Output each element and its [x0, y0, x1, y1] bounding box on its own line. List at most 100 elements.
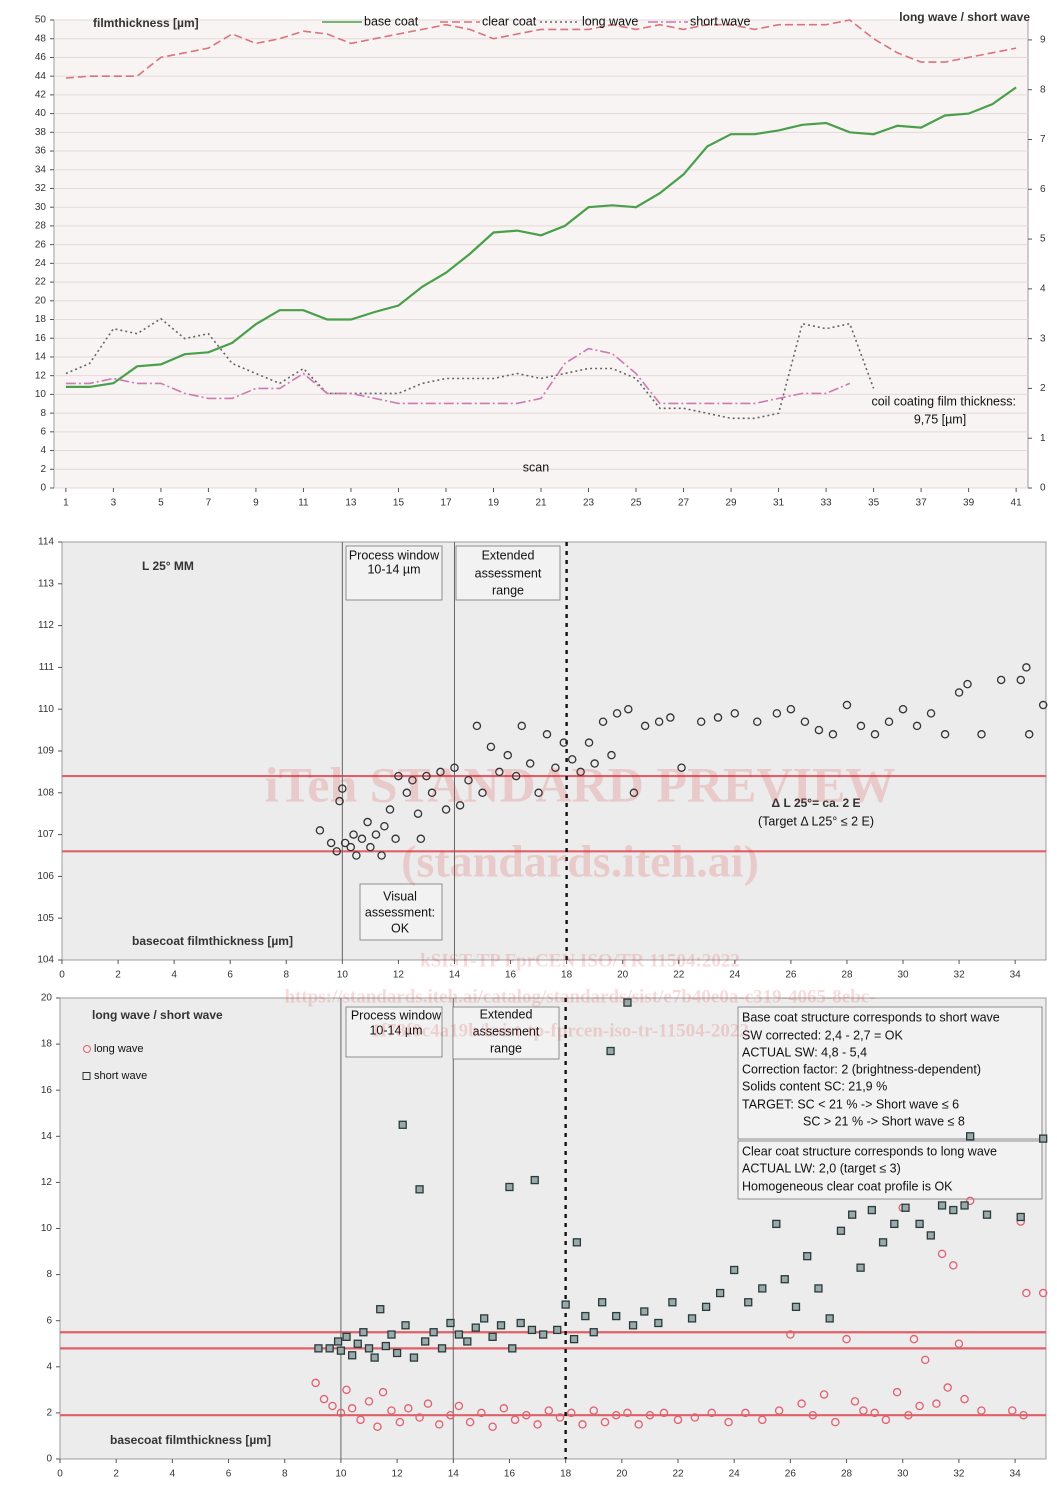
point	[758, 1284, 767, 1293]
y-tick-label: 22	[35, 277, 47, 288]
point	[416, 834, 426, 844]
legend-marker	[82, 1072, 91, 1080]
point	[612, 1311, 621, 1321]
point	[600, 1417, 610, 1427]
point	[381, 1341, 391, 1351]
x-tick-label: 34	[1010, 1469, 1022, 1480]
point	[640, 1307, 649, 1316]
point	[701, 1302, 711, 1312]
x-tick-label: 14	[448, 1469, 460, 1480]
y-tick-label: 10	[41, 1223, 53, 1234]
point	[450, 763, 459, 772]
point	[488, 1332, 497, 1341]
point	[960, 1201, 969, 1210]
watermark: kSIST-TP FprCEN ISO/TR 11504:2022	[420, 950, 740, 971]
x-tick-label: 24	[729, 970, 741, 981]
x-tick-label: 20	[616, 1469, 628, 1480]
point	[937, 1201, 947, 1210]
x-tick-label: 27	[678, 498, 690, 509]
point	[856, 721, 866, 731]
point	[533, 1420, 542, 1429]
annotation: L 25° MM	[142, 559, 194, 573]
annotation: 10-14 µm	[367, 562, 420, 576]
point	[503, 750, 512, 760]
point	[1016, 1212, 1025, 1222]
point	[572, 1238, 582, 1247]
point	[842, 700, 852, 710]
point	[319, 1394, 329, 1404]
y-tick-label: 20	[41, 993, 53, 1004]
annotation: SW corrected: 2,4 - 2,7 = OK	[742, 1028, 903, 1042]
point	[659, 1408, 669, 1418]
point	[567, 1408, 576, 1418]
x-tick-label: 28	[841, 970, 853, 981]
text-box	[737, 1006, 1043, 1140]
point	[867, 1205, 876, 1215]
y-tick-label: 6	[46, 1315, 52, 1326]
point	[741, 1408, 750, 1418]
x-tick-label: 18	[560, 1469, 572, 1480]
annotation: scan	[523, 460, 549, 474]
x-tick-label: 13	[345, 498, 357, 509]
point	[471, 1323, 480, 1332]
point	[842, 1334, 851, 1344]
point	[932, 1399, 941, 1408]
point	[581, 1311, 590, 1321]
x-tick-label: 22	[673, 970, 685, 981]
point	[496, 1321, 506, 1330]
watermark: iTeh STANDARD PREVIEW	[265, 756, 896, 812]
point	[640, 721, 650, 731]
point	[421, 1337, 430, 1346]
x-tick-label: 23	[583, 498, 595, 509]
point	[352, 851, 361, 860]
point	[378, 1387, 388, 1397]
y-tick-label: 16	[35, 333, 47, 344]
x-tick-label: 32	[954, 970, 966, 981]
y-tick-label: 6	[40, 426, 46, 437]
series-line	[65, 19, 1017, 79]
point	[429, 1328, 438, 1337]
point	[346, 842, 356, 852]
point	[561, 1300, 570, 1309]
point	[395, 1417, 405, 1427]
point	[394, 771, 403, 781]
series-line	[65, 86, 1017, 388]
y-tick-label: 112	[38, 620, 54, 631]
point	[612, 709, 622, 718]
point	[819, 1390, 829, 1399]
point	[598, 1298, 607, 1307]
annotation: Base coat structure corresponds to short…	[742, 1010, 1000, 1024]
point	[525, 759, 535, 768]
x-tick-label: 32	[953, 1469, 965, 1480]
text-box	[359, 883, 443, 941]
point	[336, 1346, 346, 1355]
x-tick-label: 0	[57, 1469, 63, 1480]
point	[654, 1318, 663, 1328]
point	[859, 1406, 868, 1415]
point	[828, 730, 838, 739]
x-tick-label: 16	[504, 1469, 516, 1480]
point	[427, 788, 437, 798]
point	[890, 1219, 899, 1229]
y-tick-label: 18	[35, 314, 47, 325]
point	[623, 1408, 632, 1418]
point	[371, 830, 381, 839]
y-tick-label: 108	[37, 787, 54, 798]
point	[441, 805, 451, 814]
point	[391, 834, 400, 844]
point	[606, 1046, 615, 1056]
annotation: range	[490, 1041, 522, 1055]
x-tick-label: 3	[111, 498, 117, 509]
y2-tick-label: 6	[1040, 184, 1046, 195]
point	[510, 1415, 520, 1425]
point	[666, 713, 675, 722]
x-tick-label: 10	[335, 1469, 347, 1480]
point	[342, 1332, 351, 1341]
annotation: basecoat filmthickness [µm]	[132, 934, 293, 948]
point	[814, 1284, 823, 1293]
point	[363, 817, 372, 827]
y-tick-label: 12	[41, 1177, 53, 1188]
point	[530, 1175, 539, 1185]
